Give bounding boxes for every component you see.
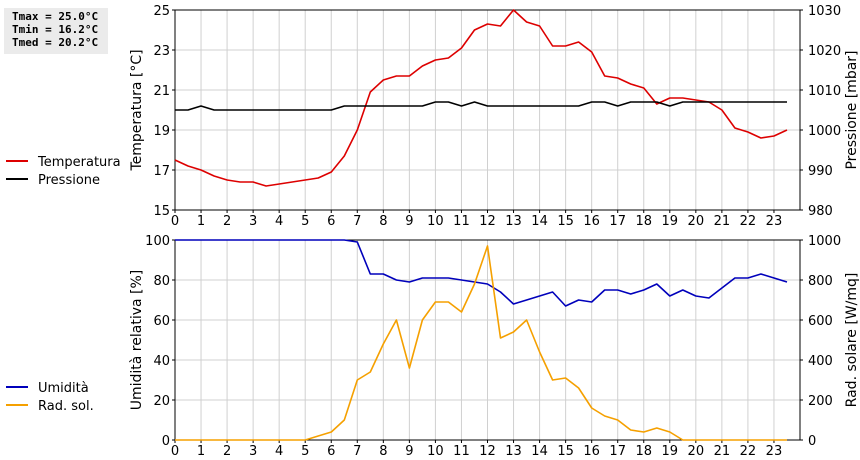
y-tick-label: 21 [153, 84, 170, 99]
y-tick-label: 0 [162, 434, 170, 449]
series-line-temperature [174, 9, 788, 187]
x-tick-label: 17 [609, 444, 626, 459]
y-tick-label: 23 [153, 44, 170, 59]
plot-frame [174, 239, 801, 441]
x-tick-label: 21 [714, 444, 731, 459]
series-line-pressure [175, 101, 787, 111]
y-tick-label: 80 [153, 274, 170, 289]
y2-tick-label: 200 [808, 394, 833, 409]
x-tick-label: 11 [453, 214, 470, 229]
x-tick-label: 10 [427, 214, 444, 229]
x-tick-label: 1 [197, 444, 205, 459]
y-axis-label: Temperatura [°C] [129, 49, 145, 171]
stats-box: Tmax = 25.0°C Tmin = 16.2°C Tmed = 20.2°… [4, 8, 108, 54]
y2-tick-label: 1030 [808, 4, 841, 19]
y2-tick-label: 400 [808, 354, 833, 369]
x-tick-label: 7 [353, 214, 361, 229]
y2-tick-label: 800 [808, 274, 833, 289]
legend-label-humidity: Umidità [38, 381, 89, 396]
y-axis-label: Umidità relativa [%] [129, 270, 145, 411]
y-tick-label: 15 [153, 204, 170, 219]
x-tick-label: 5 [301, 214, 309, 229]
x-tick-label: 22 [740, 214, 757, 229]
x-tick-label: 0 [171, 444, 179, 459]
y-tick-label: 17 [153, 164, 170, 179]
x-tick-label: 3 [249, 214, 257, 229]
y2-tick-label: 0 [808, 434, 816, 449]
x-tick-label: 16 [583, 444, 600, 459]
x-tick-label: 21 [714, 214, 731, 229]
x-tick-label: 9 [405, 444, 413, 459]
x-tick-label: 14 [531, 444, 548, 459]
x-tick-label: 8 [379, 214, 387, 229]
x-tick-label: 18 [635, 214, 652, 229]
x-tick-label: 13 [505, 444, 522, 459]
x-tick-label: 8 [379, 444, 387, 459]
x-tick-label: 23 [766, 444, 783, 459]
x-tick-label: 18 [635, 444, 652, 459]
x-tick-label: 6 [327, 214, 335, 229]
legend-label-radiation: Rad. sol. [38, 399, 94, 414]
y-tick-label: 25 [153, 4, 170, 19]
stat-tmax: Tmax = 25.0°C [12, 10, 99, 23]
y2-tick-label: 990 [808, 164, 833, 179]
legend-label-temperature: Temperatura [37, 155, 121, 170]
x-tick-label: 4 [275, 214, 283, 229]
y2-tick-label: 1010 [808, 84, 841, 99]
x-tick-label: 23 [766, 214, 783, 229]
chart-panel-1: 0 1 2 3 4 5 6 7 8 9 10 11 12 13 14 15 16 17 18 19 20 21 22 2315… [6, 4, 860, 229]
y2-tick-label: 980 [808, 204, 833, 219]
y2-axis-label: Rad. solare [W/mq] [844, 273, 860, 408]
x-tick-label: 16 [583, 214, 600, 229]
x-tick-label: 2 [223, 214, 231, 229]
x-tick-label: 13 [505, 214, 522, 229]
series-line-radiation [175, 245, 787, 441]
x-tick-label: 11 [453, 444, 470, 459]
y2-tick-label: 1020 [808, 44, 841, 59]
x-tick-label: 20 [688, 444, 705, 459]
stat-tmed: Tmed = 20.2°C [12, 36, 99, 49]
x-tick-label: 7 [353, 444, 361, 459]
y2-tick-label: 600 [808, 314, 833, 329]
chart-panel-2: 0 1 2 3 4 5 6 7 8 9 10 11 12 13 14 15 16 17 18 19 20 21 22 2302… [6, 234, 860, 459]
x-tick-label: 4 [275, 444, 283, 459]
x-tick-label: 15 [557, 214, 574, 229]
x-tick-label: 2 [223, 444, 231, 459]
x-tick-label: 1 [197, 214, 205, 229]
x-tick-label: 9 [405, 214, 413, 229]
x-tick-label: 10 [427, 444, 444, 459]
x-tick-label: 6 [327, 444, 335, 459]
legend-label-pressure: Pressione [38, 173, 100, 188]
x-tick-label: 12 [479, 444, 496, 459]
y2-tick-label: 1000 [808, 234, 841, 249]
x-tick-label: 22 [740, 444, 757, 459]
x-tick-label: 12 [479, 214, 496, 229]
x-tick-label: 20 [688, 214, 705, 229]
x-tick-label: 19 [662, 214, 679, 229]
y-tick-label: 60 [153, 314, 170, 329]
x-tick-label: 14 [531, 214, 548, 229]
y-tick-label: 100 [145, 234, 170, 249]
x-tick-label: 15 [557, 444, 574, 459]
x-tick-label: 19 [662, 444, 679, 459]
stat-tmin: Tmin = 16.2°C [12, 23, 99, 36]
x-tick-label: 0 [171, 214, 179, 229]
y-tick-label: 40 [153, 354, 170, 369]
y2-axis-label: Pressione [mbar] [844, 50, 860, 169]
y-tick-label: 20 [153, 394, 170, 409]
series-line-humidity [175, 239, 788, 307]
x-tick-label: 3 [249, 444, 257, 459]
y-tick-label: 19 [153, 124, 170, 139]
x-tick-label: 17 [609, 214, 626, 229]
y2-tick-label: 1000 [808, 124, 841, 139]
x-tick-label: 5 [301, 444, 309, 459]
